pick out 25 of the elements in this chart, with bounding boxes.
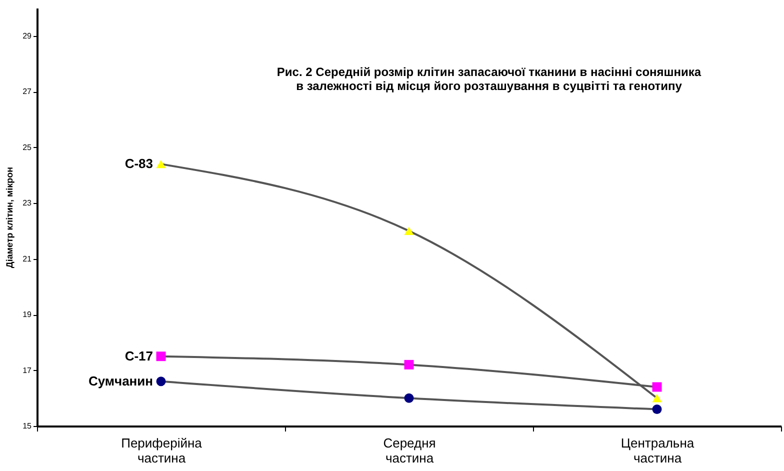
point	[156, 376, 166, 386]
point	[404, 226, 414, 236]
y-tick-label: 23	[22, 198, 32, 208]
point	[652, 382, 662, 392]
x-tick-label: Середня частина	[383, 436, 436, 466]
x-tick-label: Периферійна частина	[121, 436, 203, 466]
y-tick-label: 17	[22, 366, 32, 375]
series-label: Сумчанин	[88, 373, 153, 388]
series-label: С-17	[124, 348, 153, 364]
series-label: С-83	[124, 156, 153, 172]
y-tick-label: 29	[22, 31, 32, 40]
point	[156, 160, 166, 168]
y-tick-label: 15	[22, 422, 32, 430]
point	[404, 393, 414, 403]
y-tick-label: 21	[22, 254, 32, 264]
x-tick-label: Центральна частина	[620, 436, 695, 466]
y-tick-label: 27	[22, 87, 32, 96]
y-tick-label: 25	[22, 142, 32, 152]
point	[652, 394, 662, 402]
point	[652, 404, 662, 414]
y-tick-label: 19	[22, 310, 32, 320]
y-axis-title: Діаметр клітин, мікрон	[4, 166, 15, 268]
point	[404, 360, 414, 370]
text: Рис. 2 Середній розмір клітин запасаючої тканини в насінні соняшника в залежності від місця його розташування в суцвітті та генотипу	[276, 65, 702, 93]
point	[156, 352, 166, 362]
